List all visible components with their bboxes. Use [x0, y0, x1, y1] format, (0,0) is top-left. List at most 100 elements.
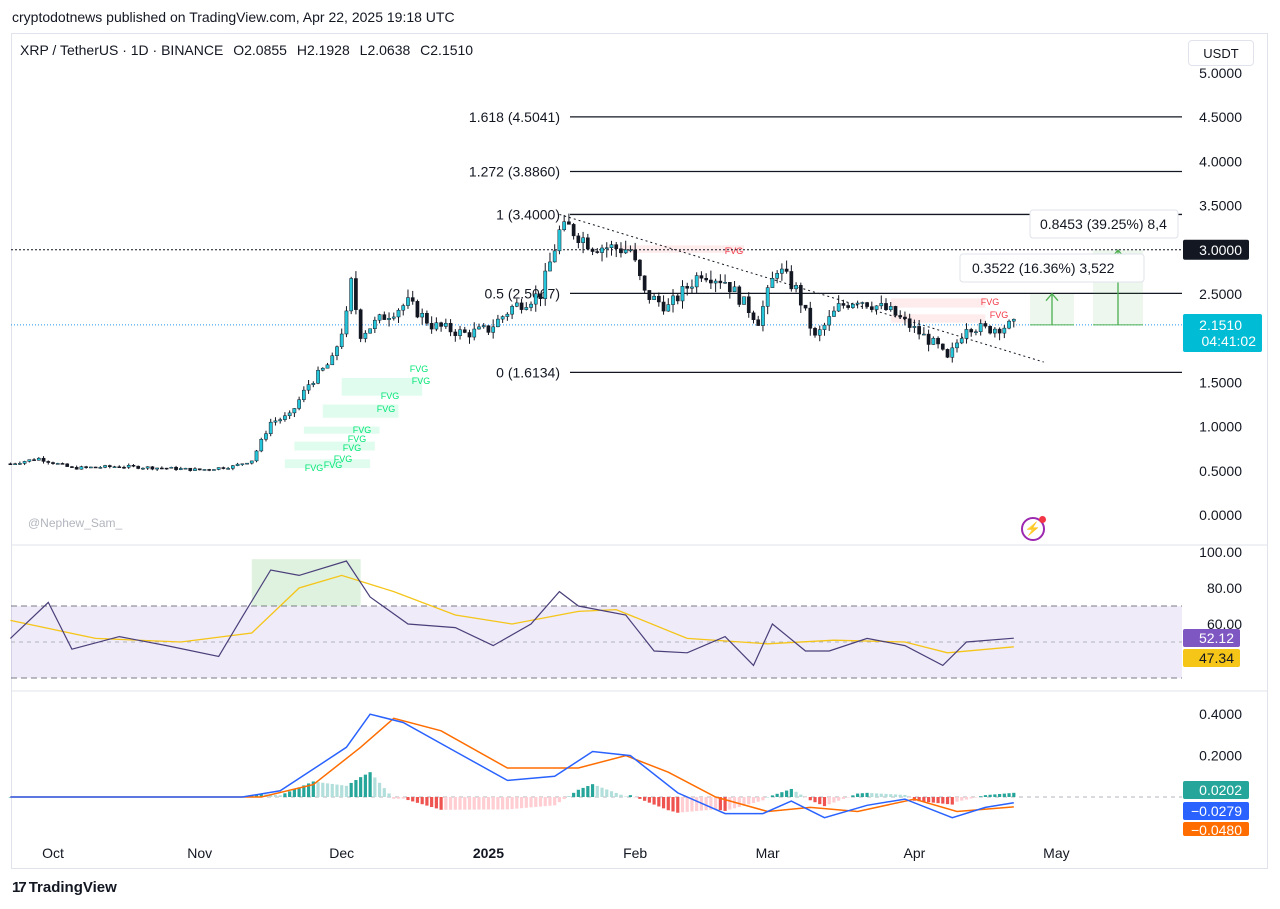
candle-body: [240, 463, 245, 466]
candle-body: [74, 467, 79, 470]
macd-histogram-bar: [359, 777, 363, 797]
candle-body: [13, 463, 17, 465]
fvg-label: FVG: [348, 434, 367, 444]
fvg-bear-zone: [620, 245, 745, 253]
tv-logo-icon: 17: [12, 879, 27, 896]
candle-body: [70, 466, 74, 468]
candle-body: [491, 326, 496, 333]
candle-body: [638, 259, 642, 277]
candle-body: [576, 235, 581, 243]
publish-info: cryptodotnews published on TradingView.c…: [12, 9, 455, 25]
macd-histogram-bar: [756, 797, 760, 802]
candle-countdown: 04:41:02: [1202, 333, 1257, 349]
fvg-bear-zone: [890, 314, 986, 323]
macd-histogram-bar: [415, 797, 420, 803]
time-axis-label: 2025: [473, 845, 504, 861]
notification-dot: [1039, 516, 1046, 523]
candle-body: [978, 323, 983, 332]
candle-body: [297, 399, 301, 409]
candle-body: [458, 329, 462, 336]
candle-body: [832, 310, 836, 317]
candle-body: [382, 314, 387, 320]
candle-body: [751, 312, 756, 320]
macd-histogram-bar: [330, 783, 334, 797]
candle-body: [330, 355, 335, 366]
candle-body: [193, 468, 197, 471]
candle-body: [585, 237, 590, 250]
candle-body: [780, 268, 784, 274]
candle-body: [212, 469, 216, 471]
macd-histogram-bar: [529, 797, 533, 808]
candle-body: [510, 306, 514, 315]
candle-body: [761, 306, 765, 326]
macd-histogram-bar: [1002, 793, 1006, 797]
candle-body: [27, 459, 32, 462]
rsi-tick-label: 100.00: [1199, 544, 1242, 560]
macd-histogram-bar: [974, 797, 978, 798]
measure-label: 0.8453 (39.25%) 8,4: [1040, 216, 1167, 232]
candle-body: [836, 303, 841, 312]
candle-body: [619, 248, 623, 254]
macd-histogram-bar: [964, 797, 969, 800]
macd-histogram-bar: [695, 797, 699, 812]
rsi-ma-value: 47.34: [1199, 650, 1234, 666]
candle-body: [538, 293, 543, 299]
chart-frame: [11, 33, 1268, 869]
macd-tick-label: 0.4000: [1199, 706, 1242, 722]
candle-body: [661, 301, 666, 312]
candle-body: [396, 309, 401, 318]
candle-body: [401, 305, 406, 311]
symbol-title[interactable]: XRP / TetherUS · 1D · BINANCE: [20, 42, 224, 58]
macd-histogram-bar: [936, 797, 940, 804]
candle-body: [60, 463, 65, 465]
currency-button[interactable]: USDT: [1188, 40, 1254, 66]
candle-body: [443, 322, 448, 327]
time-axis-label: Apr: [904, 845, 926, 861]
candle-body: [226, 468, 230, 470]
macd-histogram-bar: [420, 797, 424, 805]
candle-body: [254, 450, 259, 462]
time-axis-label: Oct: [42, 845, 64, 861]
macd-tick-label: 0.2000: [1199, 748, 1242, 764]
candle-body: [496, 318, 500, 328]
candle-body: [420, 312, 425, 318]
candle-body: [467, 332, 472, 338]
candle-body: [614, 244, 619, 249]
macd-histogram-bar: [501, 797, 505, 810]
macd-histogram-bar: [425, 797, 429, 806]
candle-body: [926, 333, 931, 345]
macd-histogram-bar: [998, 793, 1002, 797]
macd-histogram-bar: [874, 793, 879, 797]
rsi-value: 52.12: [1199, 630, 1234, 646]
candle-body: [789, 271, 794, 290]
candle-body: [600, 247, 604, 253]
candle-body: [770, 278, 775, 288]
macd-histogram-bar: [619, 794, 623, 797]
macd-histogram-bar: [865, 792, 869, 797]
alert-bolt-icon[interactable]: ⚡: [1021, 516, 1046, 541]
candle-body: [756, 319, 761, 326]
candle-body: [912, 326, 917, 328]
fvg-label: FVG: [725, 246, 744, 256]
candle-body: [666, 304, 671, 312]
candle-body: [571, 224, 576, 237]
candle-body: [595, 251, 600, 253]
candle-body: [89, 466, 93, 469]
tradingview-logo[interactable]: 17 TradingView: [12, 879, 117, 896]
macd-value-tag: [1183, 802, 1249, 820]
candle-body: [283, 415, 287, 420]
candle-body: [803, 304, 808, 309]
fib-level-label: 0 (1.6134): [496, 364, 560, 380]
candle-body: [514, 302, 519, 307]
candle-body: [126, 465, 131, 468]
price-tick-label: 1.0000: [1199, 419, 1242, 435]
macd-histogram-bar: [297, 787, 301, 797]
ohlc-high: H2.1928: [296, 42, 350, 58]
candle-body: [1007, 320, 1011, 329]
candle-body: [429, 323, 434, 330]
macd-histogram-bar: [590, 784, 595, 797]
candle-body: [851, 303, 855, 308]
macd-histogram-bar: [908, 797, 912, 798]
candle-body: [907, 318, 912, 328]
